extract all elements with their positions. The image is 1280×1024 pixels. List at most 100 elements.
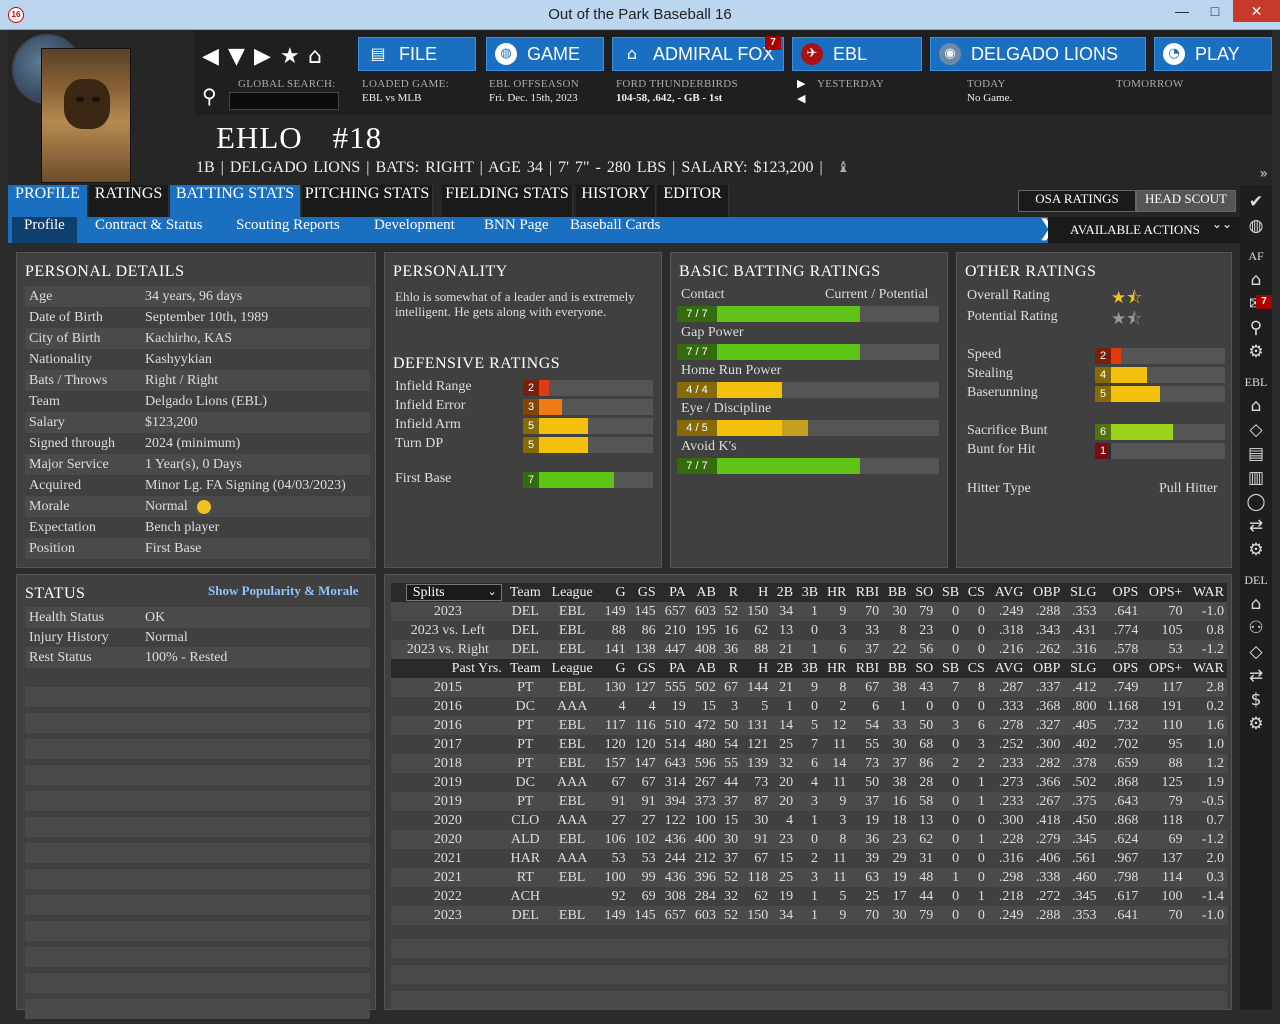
subtab-development[interactable]: Development bbox=[374, 217, 455, 233]
tab-editor[interactable]: EDITOR bbox=[657, 185, 729, 217]
table-row[interactable]: 2023 vs. Right DEL EBL 141 138 447 408 36 88 21 1 6… bbox=[391, 640, 1227, 659]
table-row[interactable]: 2017 PT EBL 120 120 514 480 54 121 25 7 11 55 30 68 0 3.… bbox=[391, 735, 1227, 754]
column-header[interactable]: R bbox=[718, 583, 742, 602]
column-header[interactable]: AB bbox=[688, 659, 719, 678]
column-header[interactable]: SB bbox=[936, 659, 963, 678]
column-header[interactable]: OPS bbox=[1099, 583, 1142, 602]
column-header[interactable]: PA bbox=[658, 659, 689, 678]
column-header[interactable]: BB bbox=[882, 659, 910, 678]
column-header[interactable]: 3B bbox=[796, 659, 822, 678]
column-header[interactable]: 2B bbox=[771, 583, 797, 602]
column-header[interactable]: R bbox=[718, 659, 742, 678]
table-row[interactable]: 2023 vs. Left DEL EBL 88 86 210 195 16 62 13 0 3 33 8… bbox=[391, 621, 1227, 640]
transfer-arrows-icon[interactable]: ⇄ bbox=[1248, 666, 1264, 686]
star-icon[interactable]: ★ bbox=[280, 44, 300, 69]
table-row[interactable]: 2020 ALD EBL 106 102 436 400 30 91 23 0 8 36 23 62 0 1.2… bbox=[391, 830, 1227, 849]
head-scout-toggle[interactable]: HEAD SCOUT bbox=[1136, 190, 1236, 212]
tab-profile[interactable]: PROFILE bbox=[8, 185, 88, 217]
column-header[interactable]: 2B bbox=[771, 659, 797, 678]
table-row[interactable]: 2022 ACH 92 69 308 284 32 62 19 1 5 25 17 44 0 1 .218 .27… bbox=[391, 887, 1227, 906]
column-header[interactable]: League bbox=[545, 583, 599, 602]
column-header[interactable]: PA bbox=[658, 583, 689, 602]
table-row[interactable]: 2016 PT EBL 117 116 510 472 50 131 14 5 12 54 33 50 3 6.… bbox=[391, 716, 1227, 735]
column-header[interactable]: 3B bbox=[796, 583, 822, 602]
table-row[interactable]: 2023 DEL EBL 149 145 657 603 52 150 34 1 9 70 30 79 0 0.… bbox=[391, 602, 1227, 621]
nationality-link[interactable]: Kashyykian bbox=[145, 352, 212, 367]
subtab-bnn-page[interactable]: BNN Page bbox=[484, 217, 549, 233]
gear-icon[interactable]: ⚙ bbox=[1248, 714, 1264, 734]
column-header[interactable]: G bbox=[598, 583, 629, 602]
column-header[interactable]: SO bbox=[909, 659, 937, 678]
column-header[interactable]: BB bbox=[882, 583, 910, 602]
subtab-profile[interactable]: Profile bbox=[12, 217, 77, 243]
column-header[interactable]: CS bbox=[962, 659, 988, 678]
home-icon[interactable]: ⌂ bbox=[1250, 270, 1262, 290]
team-button[interactable]: ◉ DELGADO LIONS bbox=[930, 37, 1146, 71]
tab-batting-stats[interactable]: BATTING STATS bbox=[170, 185, 301, 217]
column-header[interactable]: League bbox=[545, 659, 599, 678]
people-icon[interactable]: ⚇ bbox=[1248, 618, 1264, 638]
tab-ratings[interactable]: RATINGS bbox=[89, 185, 169, 217]
transfer-arrows-icon[interactable]: ⇄ bbox=[1248, 516, 1264, 536]
column-header[interactable]: WAR bbox=[1185, 659, 1227, 678]
gear-icon[interactable]: ⚙ bbox=[1248, 540, 1264, 560]
diamond-icon[interactable]: ◇ bbox=[1249, 642, 1263, 662]
column-header[interactable]: SLG bbox=[1063, 583, 1100, 602]
column-header[interactable]: RBI bbox=[849, 659, 883, 678]
osa-ratings-toggle[interactable]: OSA RATINGS bbox=[1018, 190, 1136, 212]
column-header[interactable]: CS bbox=[962, 583, 988, 602]
column-header[interactable]: AVG bbox=[987, 583, 1027, 602]
file-button[interactable]: ▤ FILE bbox=[358, 37, 476, 71]
tab-history[interactable]: HISTORY bbox=[576, 185, 656, 217]
search-icon[interactable]: ⚲ bbox=[202, 84, 217, 108]
manager-button[interactable]: ⌂ ADMIRAL FOX 7 bbox=[612, 36, 784, 71]
table-row[interactable]: 2019 DC AAA 67 67 314 267 44 73 20 4 11 50 38 28 0 1 .273… bbox=[391, 773, 1227, 792]
show-popularity-link[interactable]: Show Popularity & Morale bbox=[208, 583, 359, 598]
league-button[interactable]: ✈ EBL bbox=[792, 37, 922, 71]
column-header[interactable]: GS bbox=[628, 659, 659, 678]
column-header[interactable]: OPS bbox=[1099, 659, 1142, 678]
column-header[interactable]: SB bbox=[936, 583, 963, 602]
rewind-small-icon[interactable]: ◀ bbox=[797, 92, 806, 105]
forward-arrow-icon[interactable]: ▶ bbox=[254, 44, 271, 69]
diamond-icon[interactable]: ◇ bbox=[1249, 420, 1263, 440]
column-header[interactable]: OBP bbox=[1026, 583, 1064, 602]
play-small-icon[interactable]: ▶ bbox=[797, 77, 806, 90]
document-icon[interactable]: ▤ bbox=[1247, 444, 1265, 464]
column-header[interactable]: RBI bbox=[849, 583, 883, 602]
global-search-input[interactable] bbox=[229, 92, 339, 110]
globe-icon[interactable]: ◍ bbox=[1248, 216, 1264, 236]
column-header[interactable]: SO bbox=[909, 583, 937, 602]
tab-fielding-stats[interactable]: FIELDING STATS bbox=[442, 185, 573, 217]
minimize-button[interactable]: — bbox=[1175, 3, 1189, 19]
trophy-icon[interactable]: ♝ bbox=[836, 158, 851, 176]
tab-pitching-stats[interactable]: PITCHING STATS bbox=[302, 185, 433, 217]
column-header[interactable]: G bbox=[598, 659, 629, 678]
table-row[interactable]: 2021 HAR AAA 53 53 244 212 37 67 15 2 11 39 29 31 0 0 .31… bbox=[391, 849, 1227, 868]
table-row[interactable]: 2021 RT EBL 100 99 436 396 52 118 25 3 11 63 19 48 1 0.2… bbox=[391, 868, 1227, 887]
available-actions-button[interactable]: AVAILABLE ACTIONS ⌄⌄ bbox=[1048, 217, 1240, 243]
column-header[interactable]: OBP bbox=[1026, 659, 1064, 678]
column-header[interactable]: Team bbox=[504, 583, 546, 602]
home-icon[interactable]: ⌂ bbox=[1250, 396, 1262, 416]
search-icon[interactable]: ⚲ bbox=[1249, 318, 1263, 338]
column-header[interactable]: HR bbox=[821, 659, 850, 678]
play-button[interactable]: ◔ PLAY bbox=[1154, 37, 1272, 71]
back-arrow-icon[interactable]: ◀ bbox=[202, 44, 219, 69]
column-header[interactable]: GS bbox=[628, 583, 659, 602]
dollar-icon[interactable]: $ bbox=[1250, 690, 1262, 710]
team-link[interactable]: Delgado Lions (EBL) bbox=[145, 394, 268, 409]
column-header[interactable]: OPS+ bbox=[1141, 659, 1186, 678]
column-header[interactable]: OPS+ bbox=[1141, 583, 1186, 602]
checkmark-icon[interactable]: ✔ bbox=[1248, 192, 1264, 212]
table-row[interactable]: 2023 DEL EBL 149 145 657 603 52 150 34 1 9 70 30 79 0 0.… bbox=[391, 906, 1227, 925]
gear-icon[interactable]: ⚙ bbox=[1248, 342, 1264, 362]
column-header[interactable]: H bbox=[741, 659, 772, 678]
column-header[interactable]: HR bbox=[821, 583, 850, 602]
column-header[interactable]: SLG bbox=[1063, 659, 1100, 678]
baseball-icon[interactable]: ◯ bbox=[1246, 492, 1266, 512]
splits-dropdown[interactable]: Splits ⌄ bbox=[405, 584, 502, 601]
game-button[interactable]: ◍ GAME bbox=[486, 37, 604, 71]
bar-chart-icon[interactable]: ▥ bbox=[1247, 468, 1265, 488]
maximize-button[interactable]: □ bbox=[1210, 3, 1220, 19]
